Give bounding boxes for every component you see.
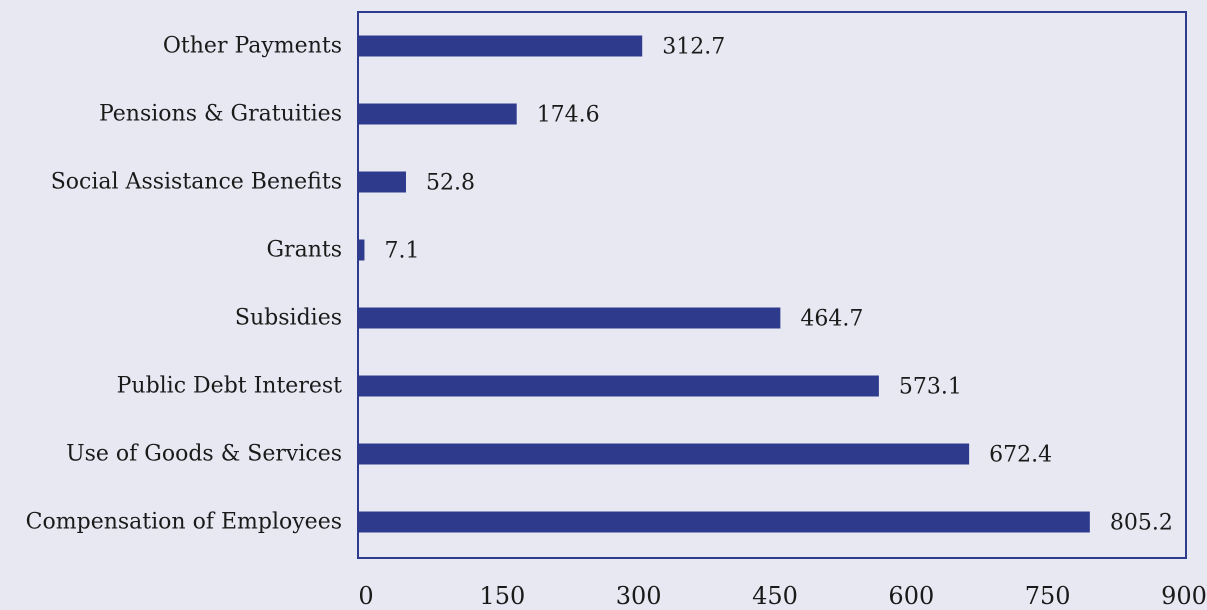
x-tick-label: 150 xyxy=(479,582,525,610)
category-label: Social Assistance Benefits xyxy=(51,170,342,195)
bar xyxy=(358,103,517,125)
category-label: Subsidies xyxy=(235,306,342,331)
bar xyxy=(358,239,365,261)
bar xyxy=(358,307,781,329)
value-label: 805.2 xyxy=(1110,511,1173,536)
x-tick-label: 750 xyxy=(1025,582,1071,610)
value-label: 672.4 xyxy=(989,443,1052,468)
category-label: Grants xyxy=(266,238,342,263)
plot-frame xyxy=(357,11,1187,559)
x-tick-label: 450 xyxy=(752,582,798,610)
value-label: 312.7 xyxy=(662,35,725,60)
category-labels: Compensation of Employees Use of Goods & … xyxy=(26,34,342,535)
bar xyxy=(358,171,406,193)
x-tick-label: 900 xyxy=(1161,582,1207,610)
value-label: 573.1 xyxy=(899,375,962,400)
value-label: 464.7 xyxy=(800,307,863,332)
bar xyxy=(358,375,879,397)
category-label: Other Payments xyxy=(163,34,342,59)
x-axis-tick-labels: 0 150 300 450 600 750 900 xyxy=(358,582,1207,610)
category-label: Public Debt Interest xyxy=(117,374,343,399)
value-label: 7.1 xyxy=(384,239,419,264)
bar xyxy=(358,443,970,465)
category-label: Use of Goods & Services xyxy=(66,442,342,467)
category-label: Compensation of Employees xyxy=(26,510,342,535)
x-tick-label: 300 xyxy=(616,582,662,610)
category-label: Pensions & Gratuities xyxy=(99,102,342,127)
x-tick-label: 600 xyxy=(888,582,934,610)
bar xyxy=(358,35,643,57)
value-labels: 805.2 672.4 573.1 464.7 7.1 52.8 174.6 312.7 xyxy=(384,35,1172,536)
x-tick-label: 0 xyxy=(358,582,373,610)
bar xyxy=(358,511,1090,533)
value-label: 174.6 xyxy=(537,103,600,128)
value-label: 52.8 xyxy=(426,171,475,196)
bars-layer xyxy=(358,35,1090,533)
